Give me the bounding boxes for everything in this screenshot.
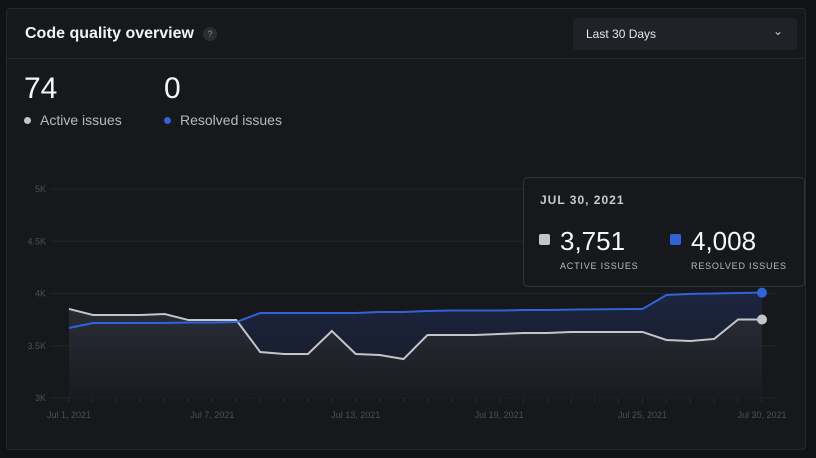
chart-tooltip: JUL 30, 2021 3,751 ACTIVE ISSUES 4,008 R… <box>523 177 805 287</box>
legend-square <box>670 234 681 245</box>
y-tick-label: 5K <box>35 184 46 194</box>
stat-label: Active issues <box>40 112 122 128</box>
y-tick-label: 3.5K <box>27 341 46 351</box>
active-point <box>757 314 767 325</box>
card-header: Code quality overview ? Last 30 Days ⌄ <box>7 9 805 59</box>
legend-square <box>539 234 550 245</box>
x-tick-label: Jul 19, 2021 <box>475 410 524 420</box>
y-tick-label: 4.5K <box>27 236 46 246</box>
active-line <box>68 307 762 361</box>
x-tick-label: Jul 13, 2021 <box>331 410 380 420</box>
date-range-dropdown[interactable]: Last 30 Days ⌄ <box>573 18 797 50</box>
x-tick-label: Jul 30, 2021 <box>737 410 786 420</box>
tooltip-value: 3,751 <box>560 226 626 256</box>
tooltip-label: RESOLVED ISSUES <box>691 261 787 271</box>
x-tick-label: Jul 25, 2021 <box>618 410 667 420</box>
resolved-line <box>68 291 763 329</box>
x-tick-label: Jul 1, 2021 <box>47 410 91 420</box>
legend-dot <box>24 116 31 124</box>
stat-resolved: 0 Resolved issues <box>164 72 282 128</box>
legend-dot <box>164 116 171 124</box>
active-area <box>69 308 762 398</box>
question-icon[interactable]: ? <box>203 27 217 41</box>
date-range-value: Last 30 Days <box>586 27 657 41</box>
tooltip-label: ACTIVE ISSUES <box>560 261 639 271</box>
tooltip-value: 4,008 <box>691 226 757 256</box>
tooltip-date: JUL 30, 2021 <box>540 193 625 207</box>
stat-value: 0 <box>164 72 181 105</box>
stat-active: 74 Active issues <box>24 72 122 128</box>
resolved-point <box>757 287 767 298</box>
chevron-down-icon: ⌄ <box>772 24 783 38</box>
card-title: Code quality overview <box>25 25 194 42</box>
y-tick-label: 3K <box>35 393 46 403</box>
stat-label: Resolved issues <box>180 112 282 128</box>
x-tick-label: Jul 7, 2021 <box>190 410 234 420</box>
stat-value: 74 <box>24 72 58 105</box>
y-tick-label: 4K <box>35 289 46 299</box>
